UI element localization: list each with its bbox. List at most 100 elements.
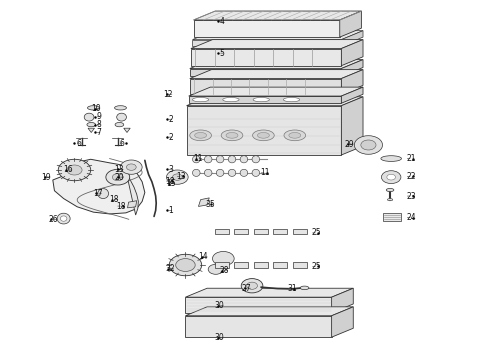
Ellipse shape [193,156,200,163]
Ellipse shape [257,132,270,138]
FancyBboxPatch shape [273,229,287,234]
Ellipse shape [84,113,94,121]
Circle shape [126,164,136,170]
Text: 11: 11 [260,168,270,177]
Polygon shape [185,288,353,297]
Polygon shape [194,20,340,37]
FancyBboxPatch shape [234,262,248,268]
Ellipse shape [204,156,212,163]
FancyBboxPatch shape [293,262,307,268]
Polygon shape [342,60,363,76]
Circle shape [208,264,223,274]
FancyBboxPatch shape [215,262,229,268]
Text: 12: 12 [164,90,173,99]
Polygon shape [189,96,342,103]
Circle shape [172,174,182,180]
Text: 13: 13 [115,165,124,174]
Polygon shape [342,40,363,66]
Ellipse shape [98,189,109,199]
Circle shape [106,169,130,185]
Text: 6: 6 [76,139,81,148]
Ellipse shape [386,188,394,192]
Polygon shape [342,87,363,103]
Circle shape [241,279,263,293]
FancyBboxPatch shape [254,229,268,234]
FancyBboxPatch shape [293,229,307,234]
Polygon shape [193,31,363,40]
Text: 10: 10 [91,104,101,113]
Text: 23: 23 [406,192,416,201]
Ellipse shape [283,98,300,102]
Ellipse shape [240,156,248,163]
FancyBboxPatch shape [234,229,248,234]
FancyBboxPatch shape [273,262,287,268]
Text: 16: 16 [63,166,73,175]
Circle shape [381,171,401,184]
Polygon shape [342,69,363,94]
Polygon shape [190,68,342,76]
Text: 24: 24 [406,213,416,222]
FancyBboxPatch shape [215,229,229,234]
Ellipse shape [252,169,260,176]
Polygon shape [53,159,145,214]
Text: 7: 7 [96,128,101,137]
Text: 5: 5 [220,49,224,58]
Ellipse shape [253,98,270,102]
Ellipse shape [223,98,239,102]
Circle shape [121,160,142,174]
Text: 19: 19 [42,173,51,182]
Polygon shape [190,78,342,94]
Polygon shape [187,97,363,106]
Circle shape [167,170,188,184]
Circle shape [361,140,376,150]
Ellipse shape [388,199,393,201]
Ellipse shape [193,169,200,176]
Text: 31: 31 [287,284,297,293]
Ellipse shape [216,156,224,163]
Text: 15: 15 [166,179,176,188]
Text: 6: 6 [120,139,124,148]
Polygon shape [191,49,342,66]
Text: 17: 17 [93,189,102,198]
Ellipse shape [87,122,96,127]
Circle shape [213,251,234,266]
Polygon shape [332,307,353,337]
Ellipse shape [60,216,67,221]
Text: 4: 4 [220,17,224,26]
Ellipse shape [240,169,248,176]
Ellipse shape [117,113,126,121]
Polygon shape [127,201,137,208]
Circle shape [58,159,91,181]
Ellipse shape [226,132,238,138]
Polygon shape [193,40,342,46]
Circle shape [246,282,257,289]
Polygon shape [342,97,363,155]
Ellipse shape [57,213,70,224]
Ellipse shape [228,156,236,163]
Ellipse shape [284,130,306,141]
Polygon shape [125,166,138,215]
Text: 25: 25 [312,228,321,237]
Text: 22: 22 [406,172,416,181]
Text: 9: 9 [96,112,101,121]
Text: 11: 11 [193,154,203,163]
Polygon shape [88,128,95,132]
Polygon shape [185,307,353,316]
Ellipse shape [221,130,243,141]
Text: 29: 29 [345,140,354,149]
Text: 30: 30 [215,301,224,310]
Polygon shape [190,60,363,68]
Polygon shape [185,297,332,313]
Ellipse shape [289,132,301,138]
Polygon shape [194,11,362,20]
Ellipse shape [252,156,260,163]
Ellipse shape [228,169,236,176]
Polygon shape [191,40,363,49]
FancyBboxPatch shape [383,213,401,221]
Polygon shape [340,11,362,37]
Polygon shape [332,288,353,313]
Text: 26: 26 [48,215,58,224]
Polygon shape [198,198,209,206]
Text: 21: 21 [406,154,416,163]
Circle shape [176,258,195,271]
